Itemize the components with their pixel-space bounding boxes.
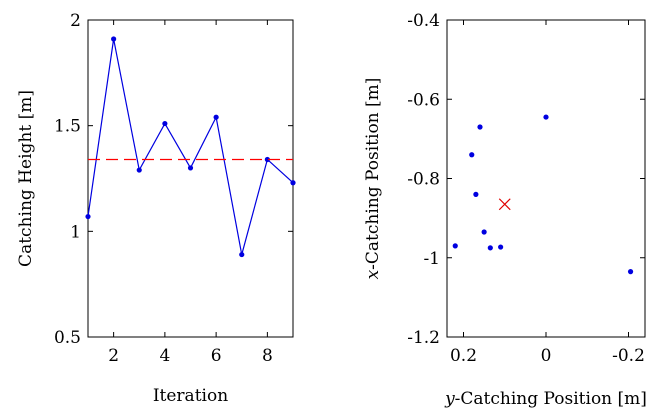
y-tick-label: -1.2	[407, 328, 440, 348]
x-axis-label-variable: y	[444, 389, 455, 409]
y-axis-label-variable: x	[363, 269, 383, 279]
y-tick-label: 1.5	[54, 117, 81, 137]
cross-stroke	[498, 198, 511, 211]
height-data-point	[136, 167, 142, 173]
chart-catching-position: 0.2 0 -0.2-1.2-1-0.8-0.6-0.4y-Catching Pos…	[363, 11, 647, 409]
height-data-point	[111, 36, 117, 42]
x-tick-label: 2	[108, 346, 119, 366]
y-tick-label: 2	[70, 11, 81, 31]
position-data-point	[473, 191, 479, 197]
x-tick-label: 4	[159, 346, 170, 366]
chart-catching-height: 2 4 6 8 0.5 1 1.5 2 Iteration Catching Height [m]	[16, 11, 296, 406]
position-data-point	[498, 244, 504, 250]
position-data-point	[487, 245, 493, 251]
y-tick-label: -0.6	[407, 90, 440, 110]
x-tick-label: 8	[262, 346, 273, 366]
y-tick-label: -0.4	[407, 11, 440, 31]
height-data-point	[162, 120, 168, 127]
x-tick-label: 0.2	[450, 346, 477, 366]
plot-frame	[446, 19, 646, 338]
height-data-point	[290, 180, 296, 186]
y-tick-label: -0.8	[407, 170, 440, 190]
position-data-point	[452, 243, 458, 249]
plot-frame	[87, 19, 294, 338]
x-tick-label: -0.2	[612, 346, 645, 366]
height-series-line	[87, 38, 294, 255]
position-data-point	[477, 124, 483, 130]
position-data-point	[469, 152, 475, 158]
y-axis-label: Catching Height [m]	[16, 90, 36, 267]
mean-position-cross-marker	[498, 198, 511, 211]
x-axis-label: y-Catching Position [m]	[444, 389, 647, 409]
y-axis-label: x-Catching Position [m]	[363, 78, 383, 280]
x-axis-label-text: -Catching Position [m]	[455, 389, 647, 409]
x-tick-label: 6	[211, 346, 222, 366]
position-data-point	[543, 114, 549, 120]
y-tick-label: 1	[70, 222, 81, 242]
x-axis-label: Iteration	[153, 386, 228, 406]
height-data-point	[239, 251, 245, 258]
height-data-point	[264, 156, 270, 163]
y-axis-label-text: -Catching Position [m]	[363, 78, 383, 270]
height-data-point	[213, 114, 219, 120]
height-data-point	[85, 213, 91, 220]
position-data-point	[627, 269, 634, 275]
y-tick-label: -1	[423, 249, 440, 269]
x-tick-label: 0	[541, 346, 552, 366]
y-tick-label: 0.5	[54, 328, 81, 348]
position-data-point	[481, 229, 487, 235]
height-data-point	[187, 165, 194, 171]
